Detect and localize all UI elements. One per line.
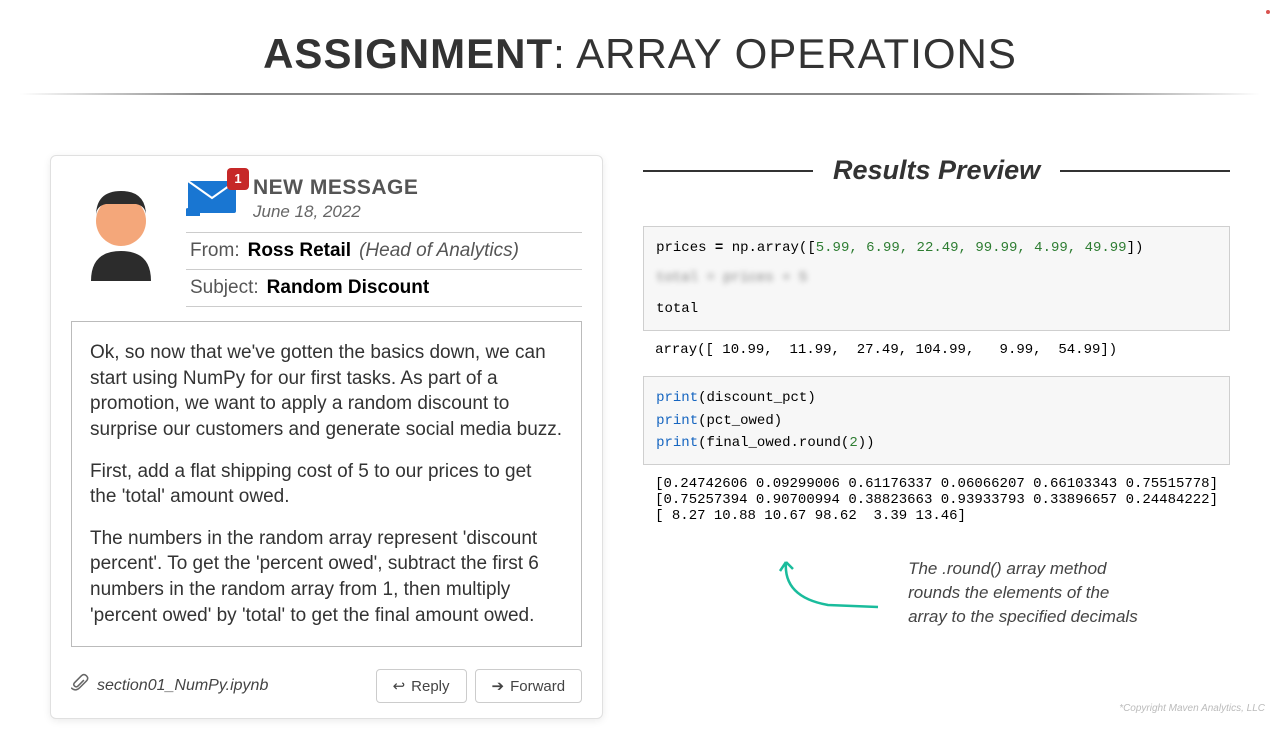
output-1: array([ 10.99, 11.99, 27.49, 104.99, 9.9… bbox=[643, 336, 1230, 376]
from-row: From: Ross Retail (Head of Analytics) bbox=[186, 232, 582, 270]
envelope-icon: 1 bbox=[186, 176, 241, 221]
forward-icon: ➔ bbox=[492, 677, 505, 695]
results-panel: Results Preview prices = np.array([5.99,… bbox=[643, 155, 1230, 719]
results-divider-right bbox=[1060, 170, 1230, 172]
subject-row: Subject: Random Discount bbox=[186, 270, 582, 307]
attachment-icon bbox=[71, 673, 89, 699]
message-card: 1 NEW MESSAGE June 18, 2022 From: Ross R… bbox=[50, 155, 603, 719]
blurred-code: total = prices + 5 bbox=[656, 267, 1217, 289]
code-block-2: print(discount_pct) print(pct_owed) prin… bbox=[643, 376, 1230, 465]
reply-button[interactable]: ↩ Reply bbox=[376, 669, 467, 703]
copyright: *Copyright Maven Analytics, LLC bbox=[1119, 703, 1265, 714]
message-body: Ok, so now that we've gotten the basics … bbox=[71, 321, 582, 647]
page-title: ASSIGNMENT: ARRAY OPERATIONS bbox=[0, 0, 1280, 93]
code-block-1: prices = np.array([5.99, 6.99, 22.49, 99… bbox=[643, 226, 1230, 331]
results-divider-left bbox=[643, 170, 813, 172]
recording-dot bbox=[1266, 10, 1270, 14]
results-title: Results Preview bbox=[833, 155, 1040, 186]
avatar bbox=[71, 176, 171, 286]
arrow-icon bbox=[778, 557, 888, 617]
forward-button[interactable]: ➔ Forward bbox=[475, 669, 583, 703]
message-date: June 18, 2022 bbox=[253, 202, 418, 222]
reply-icon: ↩ bbox=[393, 677, 406, 695]
output-2: [0.24742606 0.09299006 0.61176337 0.0606… bbox=[643, 470, 1230, 542]
message-title: NEW MESSAGE bbox=[253, 176, 418, 200]
notification-badge: 1 bbox=[227, 168, 249, 190]
annotation-text: The .round() array method rounds the ele… bbox=[908, 557, 1148, 628]
attachment-name: section01_NumPy.ipynb bbox=[97, 677, 368, 695]
